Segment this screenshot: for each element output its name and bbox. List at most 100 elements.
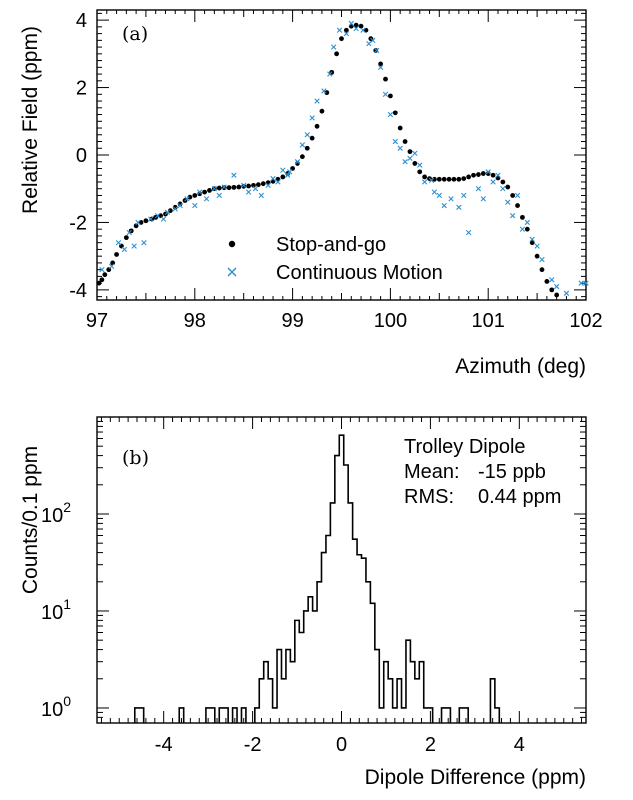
stop-and-go-point [324, 90, 330, 96]
stop-and-go-point [187, 194, 193, 200]
stop-and-go-point [392, 110, 398, 116]
continuous-motion-point [392, 138, 398, 145]
continuous-motion-point [245, 189, 252, 195]
continuous-motion-point [197, 189, 203, 195]
a-x-tick-label: 97 [86, 310, 108, 332]
a-y-tick-label: -2 [69, 212, 87, 234]
stop-and-go-point [358, 23, 364, 29]
stop-and-go-point [216, 185, 222, 191]
panel-b-y-tick-labels: 100 101 102 [41, 499, 71, 721]
continuous-motion-point [270, 175, 276, 182]
continuous-motion-point [417, 162, 423, 168]
stop-and-go-point [231, 184, 237, 190]
panel-a-frame [96, 9, 587, 301]
continuous-motion-point [553, 283, 560, 290]
a-x-tick-label: 100 [374, 310, 407, 332]
continuous-motion-point [448, 196, 454, 202]
continuous-motion-point [141, 239, 147, 246]
continuous-motion-point [509, 213, 516, 219]
stop-and-go-point [133, 223, 139, 229]
stop-and-go-point [304, 145, 310, 151]
stop-and-go-point [114, 252, 119, 257]
continuous-motion-point [294, 159, 301, 165]
legend-label-continuous-motion: Continuous Motion [276, 262, 443, 284]
stop-and-go-point [417, 169, 423, 175]
b-x-tick-label: 4 [514, 734, 525, 756]
continuous-motion-point [475, 186, 482, 192]
continuous-motion-point [115, 239, 122, 246]
continuous-motion-point [241, 182, 247, 189]
panel-b-tag: (b) [122, 447, 149, 469]
continuous-motion-point [563, 290, 570, 296]
stop-and-go-point [167, 208, 173, 214]
stop-and-go-point [226, 185, 232, 191]
continuous-motion-point [314, 98, 320, 104]
histogram-outline [133, 434, 501, 723]
stop-and-go-point [353, 22, 359, 28]
b-x-tick-label: -4 [155, 734, 173, 756]
stop-and-go-point [466, 174, 472, 180]
continuous-motion-point [534, 243, 540, 249]
panel-a-x-tick-labels: 97 98 99 100 101 102 [86, 310, 603, 332]
continuous-motion-point [436, 192, 442, 199]
continuous-motion-point [485, 169, 491, 175]
stop-and-go-series [96, 22, 560, 298]
stop-and-go-point [402, 139, 408, 144]
continuous-motion-point [275, 179, 281, 185]
stop-and-go-point [246, 183, 251, 189]
stop-and-go-point [339, 36, 344, 42]
legend-label-stop-and-go: Stop-and-go [276, 234, 386, 256]
continuous-motion-point [252, 186, 259, 192]
stats-rms-label: RMS: [404, 486, 454, 508]
stop-and-go-point [102, 272, 108, 278]
stop-and-go-point [436, 176, 442, 182]
panel-b-histogram: -4 -2 0 2 4 100 101 102 (b) Trolley Dipole Mea… [19, 416, 587, 789]
continuous-motion-point [353, 25, 359, 32]
continuous-motion-point [265, 182, 271, 189]
a-y-tick-label: 0 [76, 145, 87, 167]
stop-and-go-point [461, 176, 467, 182]
stop-and-go-point [314, 123, 320, 129]
stats-box: Trolley Dipole Mean: -15 ppb RMS: 0.44 p… [404, 436, 561, 508]
b-x-tick-label: 0 [336, 734, 347, 756]
stop-and-go-point [99, 277, 105, 283]
stop-and-go-point [192, 193, 198, 198]
stop-and-go-point [544, 279, 550, 284]
continuous-motion-point [428, 177, 435, 183]
continuous-motion-point [456, 204, 462, 210]
continuous-motion-point [99, 266, 105, 273]
continuous-motion-point [441, 202, 447, 209]
continuous-motion-point [421, 179, 428, 185]
stop-and-go-point [383, 76, 388, 82]
continuous-motion-point [505, 199, 511, 205]
stop-and-go-point [451, 176, 457, 182]
panel-a-legend: Stop-and-go Continuous Motion [227, 234, 443, 284]
continuous-motion-point [285, 172, 291, 178]
stop-and-go-point [255, 182, 261, 188]
stop-and-go-point [397, 125, 403, 131]
continuous-motion-point [330, 44, 337, 50]
stop-and-go-point [412, 161, 418, 166]
continuous-motion-point [490, 179, 496, 185]
continuous-motion-point [121, 246, 128, 253]
stop-and-go-point [143, 218, 149, 224]
stop-and-go-point [456, 176, 462, 182]
stop-and-go-point [520, 214, 525, 220]
continuous-motion-point [431, 189, 438, 195]
b-x-tick-label: 2 [425, 734, 436, 756]
continuous-motion-point [374, 47, 380, 54]
stop-and-go-point [96, 280, 102, 286]
continuous-motion-point [131, 243, 137, 249]
continuous-motion-point [465, 229, 472, 236]
continuous-motion-point [258, 192, 264, 199]
a-y-tick-label: 4 [76, 10, 87, 32]
continuous-motion-point [343, 30, 350, 37]
stop-and-go-point [378, 61, 384, 67]
continuous-motion-point [336, 27, 343, 33]
continuous-motion-series [99, 20, 589, 296]
continuous-motion-point [461, 192, 467, 199]
b-x-tick-label: -2 [244, 734, 262, 756]
stop-and-go-point [260, 181, 266, 187]
continuous-motion-point [172, 206, 178, 212]
